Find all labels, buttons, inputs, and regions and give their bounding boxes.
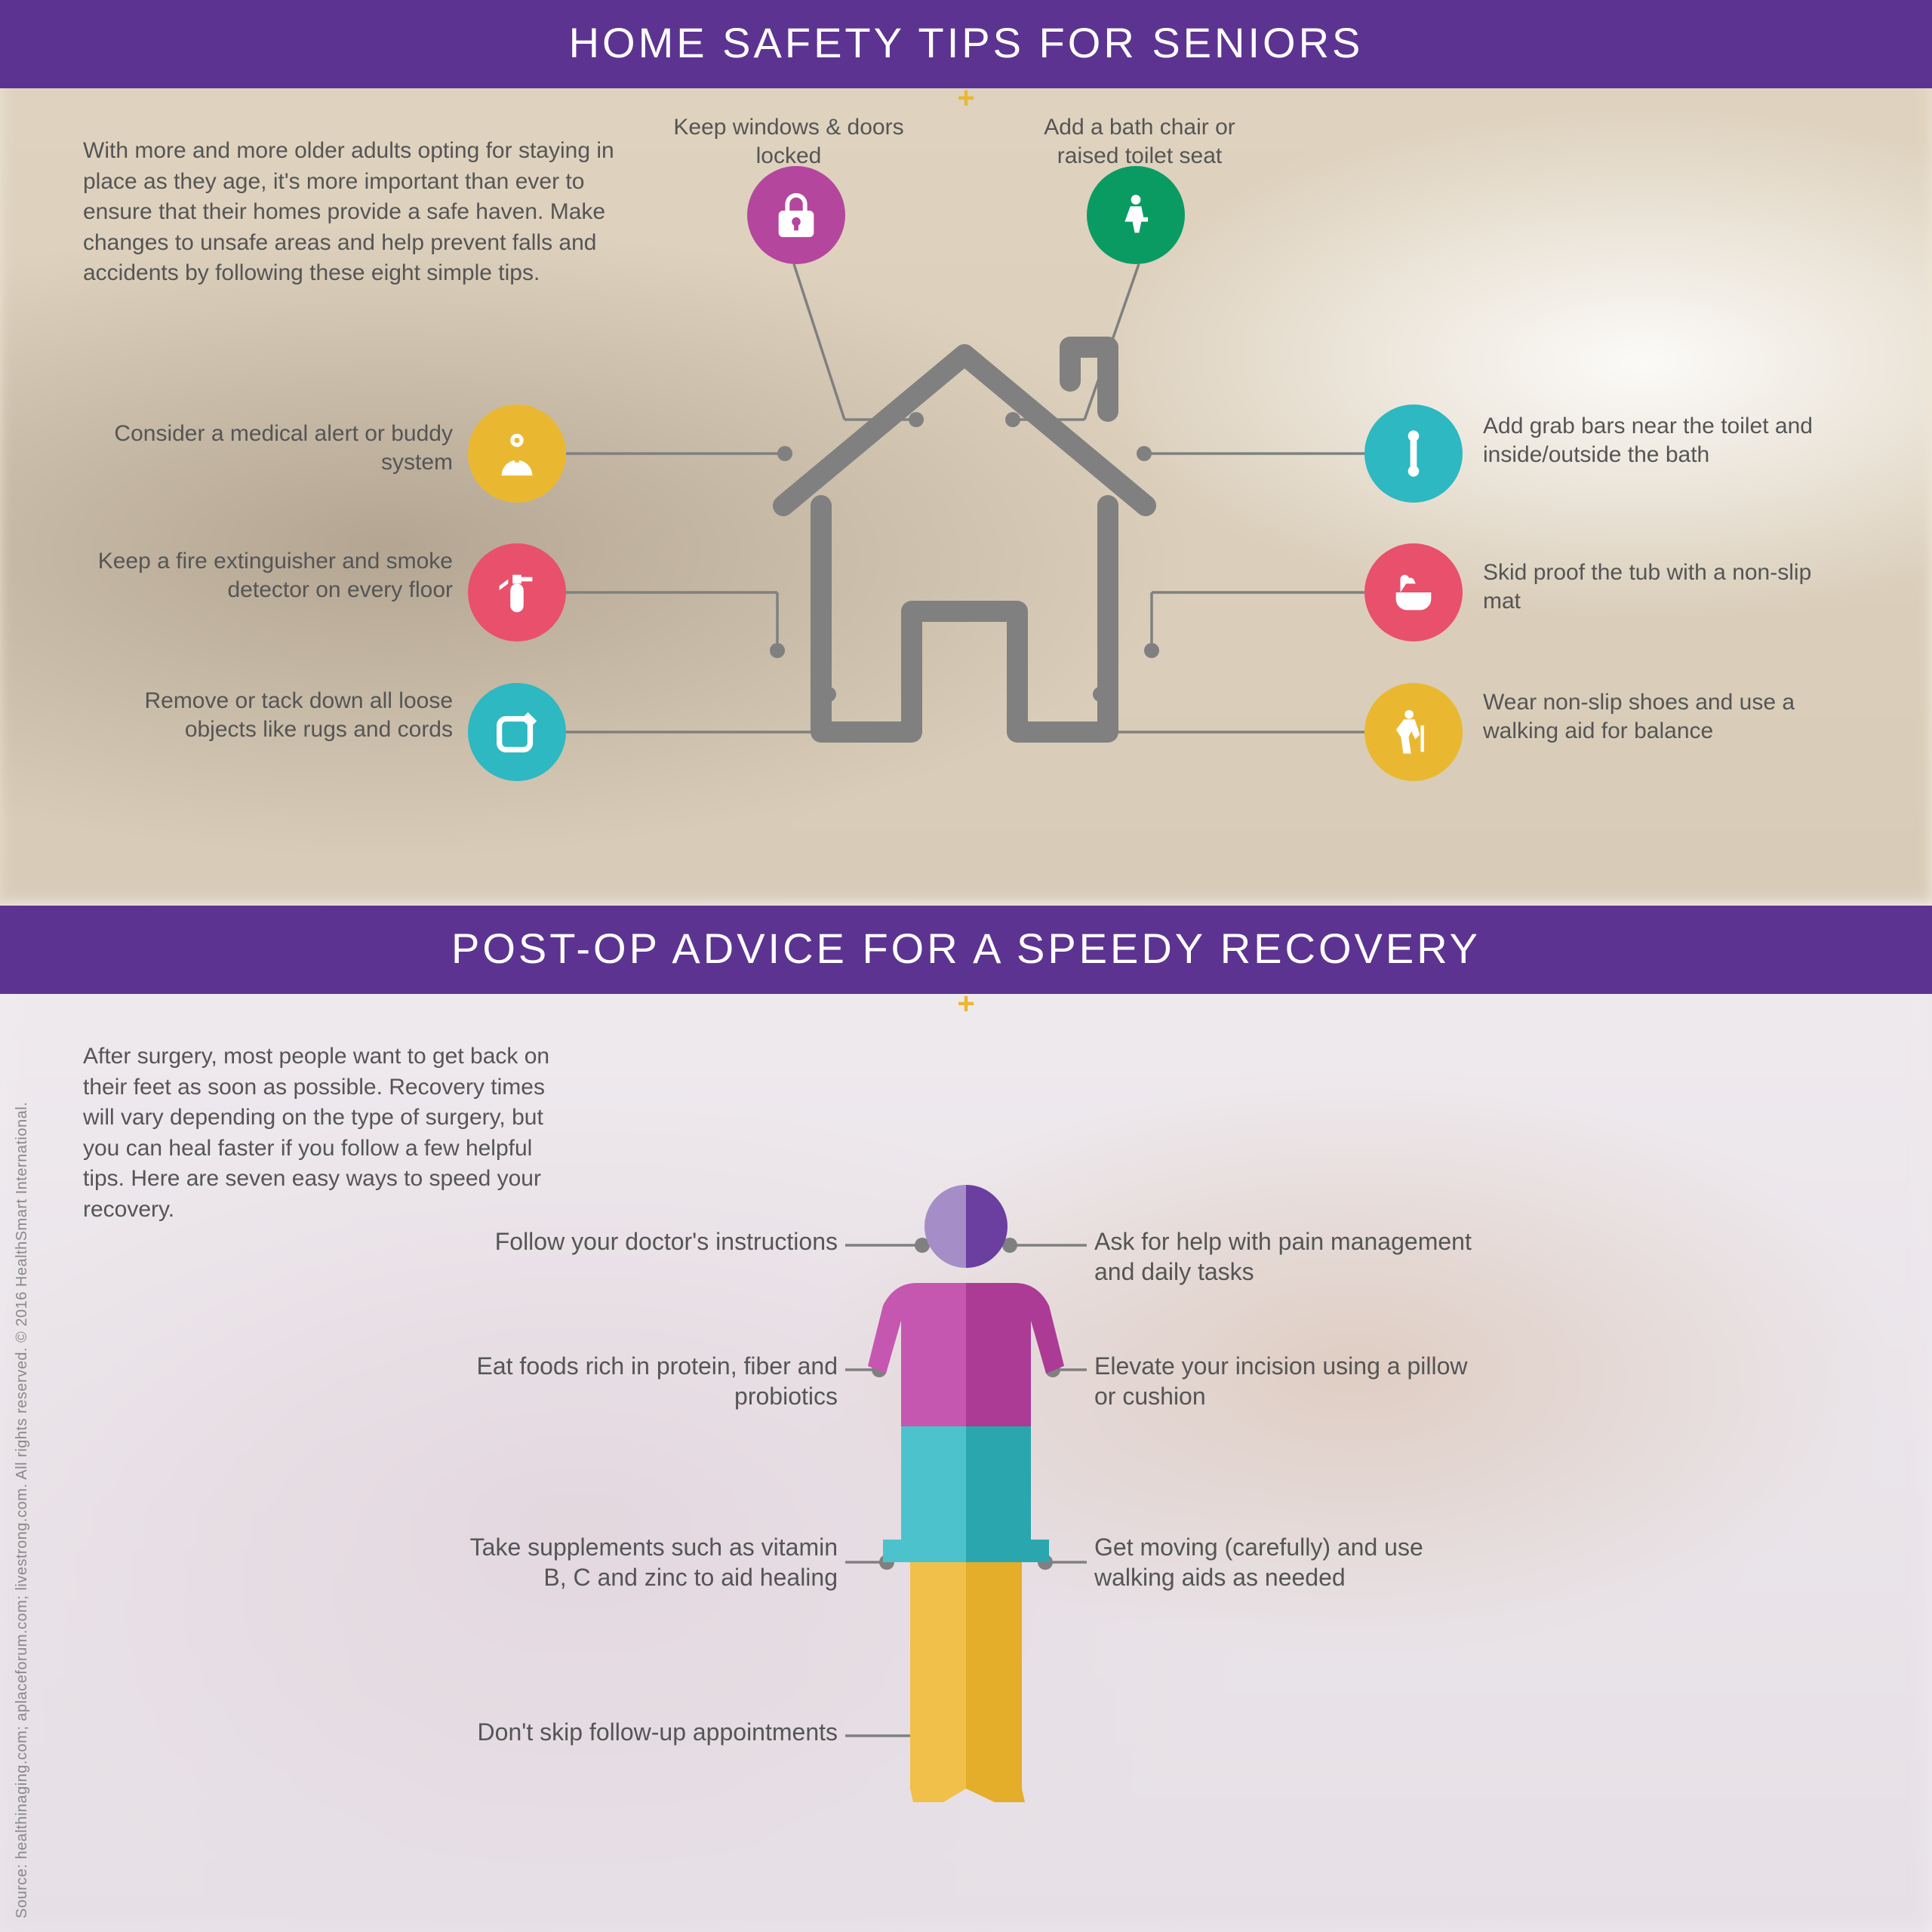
tip-rugs-text: Remove or tack down all loose objects li…: [91, 687, 453, 743]
source-text: Source: healthinaging.com; aplaceforum.c…: [14, 1102, 31, 1918]
house-icon: [783, 347, 1146, 732]
advice-1: Ask for help with pain management and da…: [1094, 1226, 1487, 1287]
medical-alert-icon: [491, 427, 543, 480]
bathtub-icon: [1387, 566, 1440, 619]
fire-extinguisher-icon: [491, 566, 543, 619]
advice-0: Follow your doctor's instructions: [460, 1226, 838, 1257]
toilet-seat-icon: [1109, 189, 1162, 242]
advice-6: Don't skip follow-up appointments: [460, 1717, 838, 1747]
toilet-circle: [1087, 166, 1185, 264]
tip-medical-text: Consider a medical alert or buddy system: [91, 420, 453, 476]
tack-icon: [491, 706, 543, 758]
tip-grab-text: Add grab bars near the toilet and inside…: [1483, 412, 1815, 469]
tip-bath-text: Add a bath chair or raised toilet seat: [1015, 113, 1264, 170]
plus-icon: +: [957, 83, 974, 113]
title-bottom: POST-OP ADVICE FOR A SPEEDY RECOVERY: [0, 924, 1932, 973]
advice-2: Eat foods rich in protein, fiber and pro…: [460, 1351, 838, 1411]
intro-top: With more and more older adults opting f…: [83, 136, 626, 289]
advice-4: Take supplements such as vitamin B, C an…: [460, 1532, 838, 1592]
header-bar-top: HOME SAFETY TIPS FOR SENIORS +: [0, 0, 1932, 88]
medical-circle: [468, 405, 566, 503]
tip-lock-text: Keep windows & doors locked: [664, 113, 913, 170]
tip-skid-text: Skid proof the tub with a non-slip mat: [1483, 558, 1815, 615]
header-bar-bottom: POST-OP ADVICE FOR A SPEEDY RECOVERY +: [0, 906, 1932, 994]
grab-circle: [1364, 405, 1463, 503]
skid-circle: [1364, 543, 1463, 641]
lock-icon: [770, 189, 823, 242]
rugs-circle: [468, 683, 566, 781]
section-post-op: POST-OP ADVICE FOR A SPEEDY RECOVERY + A…: [0, 906, 1932, 1932]
fire-circle: [468, 543, 566, 641]
advice-5: Get moving (carefully) and use walking a…: [1094, 1532, 1487, 1592]
section-home-safety: HOME SAFETY TIPS FOR SENIORS + With more…: [0, 0, 1932, 906]
walking-cane-icon: [1387, 706, 1440, 758]
shoes-circle: [1364, 683, 1463, 781]
tip-fire-text: Keep a fire extinguisher and smoke detec…: [91, 547, 453, 604]
title-top: HOME SAFETY TIPS FOR SENIORS: [0, 18, 1932, 67]
tip-shoes-text: Wear non-slip shoes and use a walking ai…: [1483, 688, 1815, 745]
advice-3: Elevate your incision using a pillow or …: [1094, 1351, 1487, 1411]
grab-bar-icon: [1387, 427, 1440, 480]
lock-circle: [747, 166, 845, 264]
intro-bottom: After surgery, most people want to get b…: [83, 1041, 551, 1225]
plus-icon: +: [957, 989, 974, 1019]
person-icon: [868, 1185, 1064, 1804]
